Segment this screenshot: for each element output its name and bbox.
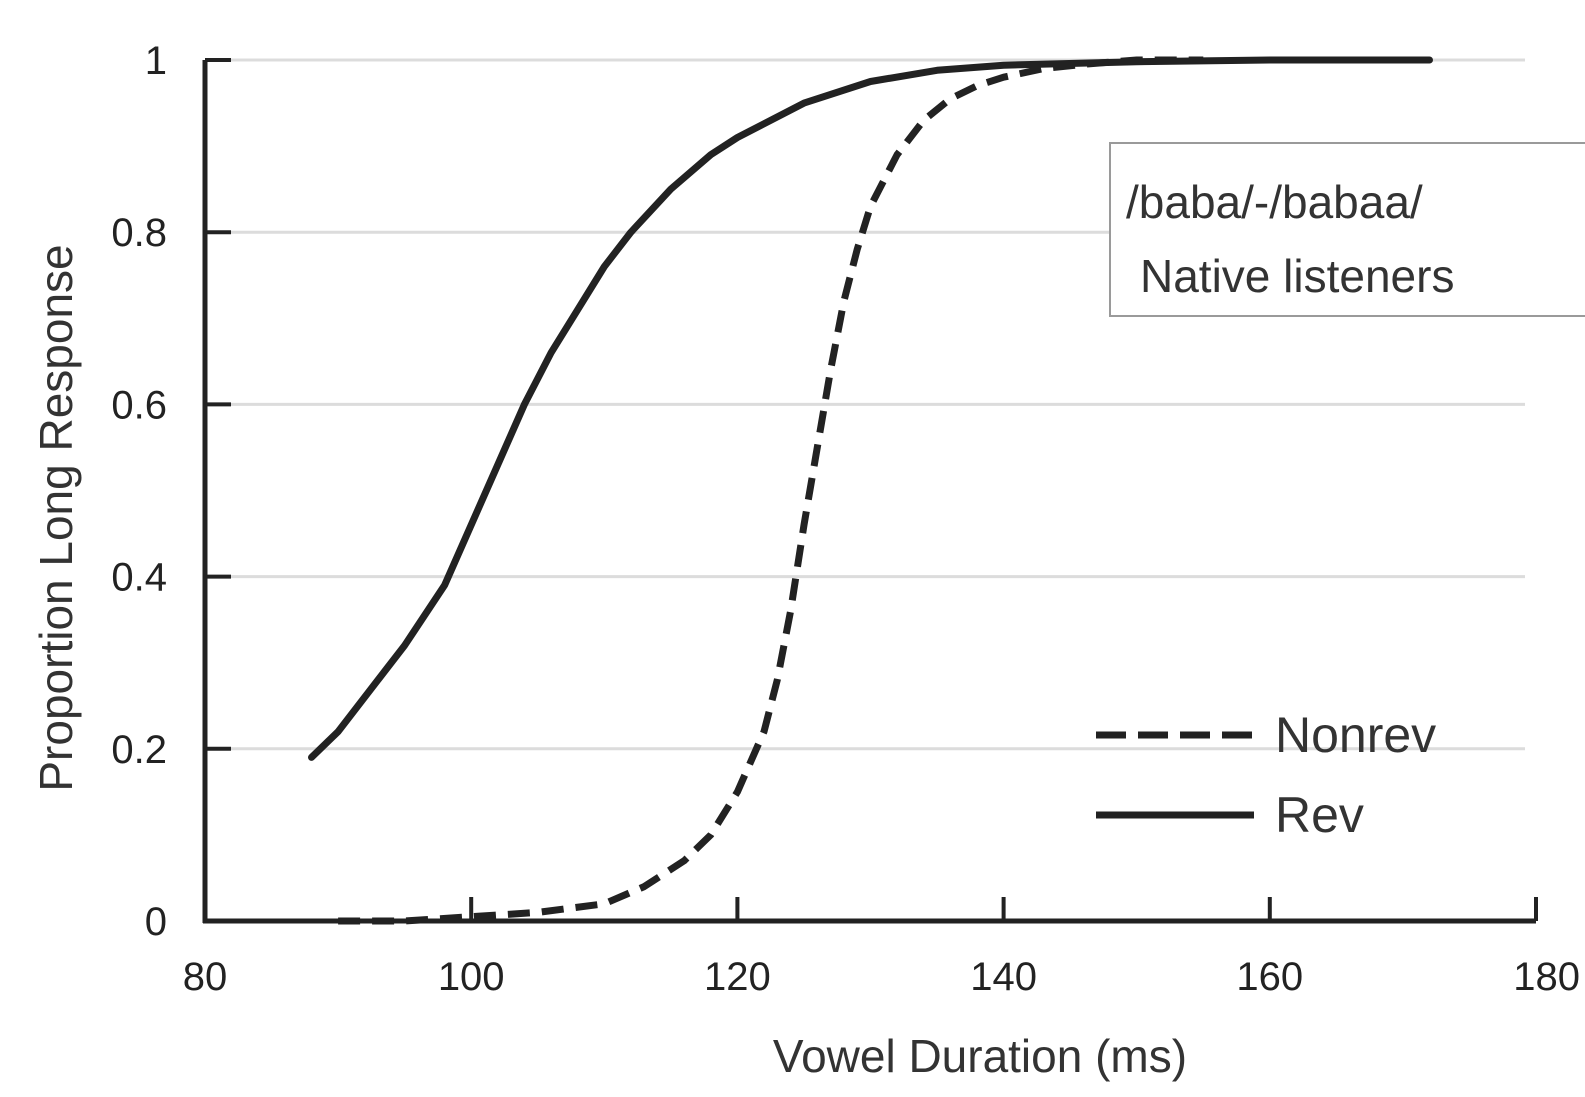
y-axis-title: Proportion Long Response <box>30 244 82 791</box>
x-tick-label: 180 <box>1513 955 1580 999</box>
x-tick-label: 140 <box>970 955 1037 999</box>
x-axis-title: Vowel Duration (ms) <box>773 1030 1187 1082</box>
series-line-nonrev <box>338 56 1204 925</box>
x-tick-label: 120 <box>704 955 771 999</box>
series-layer <box>308 56 1433 925</box>
annotation-line-2: Native listeners <box>1140 250 1454 302</box>
x-tick-label: 100 <box>438 955 505 999</box>
y-tick-label: 0 <box>145 900 167 944</box>
y-tick-label: 0.4 <box>111 556 167 600</box>
y-tick-label: 1 <box>145 39 167 83</box>
y-tick-label: 0.6 <box>111 383 167 427</box>
legend: Nonrev Rev <box>1096 707 1436 843</box>
legend-label-nonrev: Nonrev <box>1275 707 1436 763</box>
annotation-line-1: /baba/-/babaa/ <box>1126 176 1423 228</box>
annotation-box: /baba/-/babaa/ Native listeners <box>1109 142 1585 317</box>
x-tick-label: 80 <box>183 955 228 999</box>
y-tick-label: 0.2 <box>111 728 167 772</box>
y-tick-label: 0.8 <box>111 211 167 255</box>
axes <box>202 60 1536 924</box>
legend-label-rev: Rev <box>1275 787 1364 843</box>
x-tick-label: 160 <box>1236 955 1303 999</box>
series-line-rev <box>308 56 1433 761</box>
